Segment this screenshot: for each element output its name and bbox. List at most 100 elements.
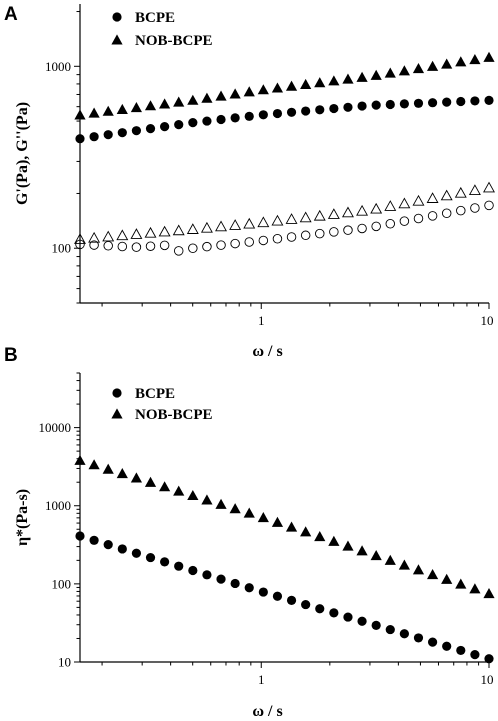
data-point-bcpe-filled [230, 113, 240, 123]
data-point-nob-bcpe-open [356, 204, 369, 216]
data-point-nob-bcpe-filled [300, 78, 312, 89]
data-point-bcpe-filled [272, 591, 283, 601]
data-point-nob-bcpe-filled [469, 54, 481, 65]
data-point-bcpe-filled [244, 583, 254, 593]
data-point-bcpe-filled [442, 97, 452, 107]
data-point-bcpe-open [173, 246, 184, 256]
data-point-nob-bcpe-open [102, 230, 115, 242]
data-point-nob-bcpe-open [412, 194, 425, 206]
data-point-nob-bcpe-filled [257, 511, 269, 523]
data-point-nob-bcpe-open [144, 226, 157, 238]
x-tick-label: 10 [481, 313, 494, 328]
y-tick-label: 1000 [45, 498, 71, 513]
y-axis-title: η*(Pa-s) [14, 489, 31, 546]
data-point-bcpe-filled [202, 116, 212, 126]
data-point-bcpe-open [371, 221, 381, 232]
y-tick-label: 100 [52, 576, 72, 591]
data-point-nob-bcpe-open [271, 214, 284, 226]
legend-label-bcpe: BCPE [135, 10, 175, 26]
data-point-nob-bcpe-open [285, 213, 298, 224]
data-point-nob-bcpe-open [483, 181, 495, 193]
data-point-bcpe-open [202, 241, 212, 252]
data-point-bcpe-filled [188, 118, 198, 128]
data-point-bcpe-filled [357, 101, 367, 111]
data-point-nob-bcpe-filled [328, 75, 340, 86]
data-point-nob-bcpe-open [327, 208, 340, 219]
data-point-nob-bcpe-filled [455, 56, 467, 67]
legend-marker-bcpe [112, 12, 122, 22]
data-point-nob-bcpe-filled [144, 100, 157, 111]
data-point-nob-bcpe-filled [257, 84, 269, 95]
data-point-nob-bcpe-filled [441, 58, 453, 69]
data-point-bcpe-filled [385, 99, 395, 110]
data-point-nob-bcpe-filled [74, 454, 86, 465]
data-point-bcpe-open [413, 213, 424, 224]
data-point-bcpe-open [286, 232, 297, 242]
data-point-bcpe-open [385, 218, 396, 229]
data-point-bcpe-filled [89, 535, 99, 545]
data-point-nob-bcpe-open [257, 216, 270, 228]
data-point-nob-bcpe-filled [300, 526, 312, 537]
data-point-bcpe-filled [329, 608, 339, 618]
data-point-bcpe-filled [442, 641, 452, 651]
data-point-bcpe-open [117, 241, 128, 252]
data-point-nob-bcpe-filled [130, 472, 143, 483]
data-point-nob-bcpe-filled [370, 550, 382, 561]
data-point-nob-bcpe-filled [384, 554, 396, 565]
data-point-bcpe-open [272, 233, 283, 244]
data-point-nob-bcpe-open [200, 221, 213, 233]
y-tick-label: 100 [52, 241, 72, 256]
data-point-bcpe-filled [329, 103, 339, 114]
data-point-nob-bcpe-open [186, 223, 199, 234]
data-point-bcpe-open [216, 240, 226, 250]
data-point-nob-bcpe-filled [426, 569, 439, 580]
legend-marker-bcpe [112, 388, 122, 398]
data-point-nob-bcpe-open [313, 209, 326, 221]
data-point-bcpe-filled [75, 531, 85, 541]
data-point-nob-bcpe-filled [243, 86, 255, 97]
data-point-nob-bcpe-filled [201, 92, 213, 103]
x-axis-title: ω / s [252, 703, 282, 720]
data-point-nob-bcpe-open [454, 186, 467, 198]
data-point-bcpe-filled [131, 548, 142, 558]
data-point-nob-bcpe-filled [356, 71, 368, 82]
data-point-bcpe-filled [357, 616, 367, 626]
legend-marker-nob-bcpe [111, 408, 123, 419]
data-point-nob-bcpe-filled [483, 588, 495, 599]
data-point-nob-bcpe-filled [455, 578, 467, 589]
data-point-bcpe-filled [117, 544, 127, 554]
data-point-bcpe-filled [103, 130, 113, 140]
data-point-nob-bcpe-filled [159, 98, 171, 109]
data-point-nob-bcpe-filled [356, 545, 368, 556]
data-point-bcpe-filled [413, 98, 424, 108]
data-point-bcpe-filled [315, 105, 325, 115]
data-point-nob-bcpe-filled [88, 107, 100, 118]
data-point-nob-bcpe-open [468, 184, 481, 196]
data-point-nob-bcpe-filled [144, 476, 157, 487]
data-point-bcpe-filled [484, 95, 494, 105]
data-point-nob-bcpe-filled [342, 73, 354, 84]
data-point-bcpe-filled [230, 578, 240, 589]
data-point-bcpe-filled [244, 111, 254, 121]
data-point-nob-bcpe-open [215, 220, 227, 232]
data-point-nob-bcpe-filled [314, 531, 326, 542]
data-point-bcpe-open [343, 225, 353, 235]
data-point-nob-bcpe-open [229, 219, 242, 230]
data-point-bcpe-filled [160, 122, 170, 132]
data-point-bcpe-open [300, 230, 311, 241]
data-point-bcpe-filled [371, 620, 381, 631]
data-point-nob-bcpe-filled [215, 90, 227, 101]
y-tick-label: 10000 [39, 420, 72, 435]
data-point-bcpe-filled [75, 134, 85, 144]
data-point-bcpe-filled [456, 645, 466, 656]
data-point-bcpe-filled [117, 128, 127, 138]
data-point-bcpe-filled [470, 96, 480, 106]
data-point-nob-bcpe-filled [102, 463, 114, 474]
y-tick-label: 10 [58, 655, 71, 670]
data-point-nob-bcpe-open [88, 231, 101, 243]
data-point-nob-bcpe-filled [173, 96, 185, 107]
data-point-nob-bcpe-filled [215, 498, 227, 509]
data-point-nob-bcpe-filled [229, 88, 241, 99]
x-axis-title: ω / s [252, 343, 282, 360]
data-point-bcpe-open [441, 208, 452, 218]
